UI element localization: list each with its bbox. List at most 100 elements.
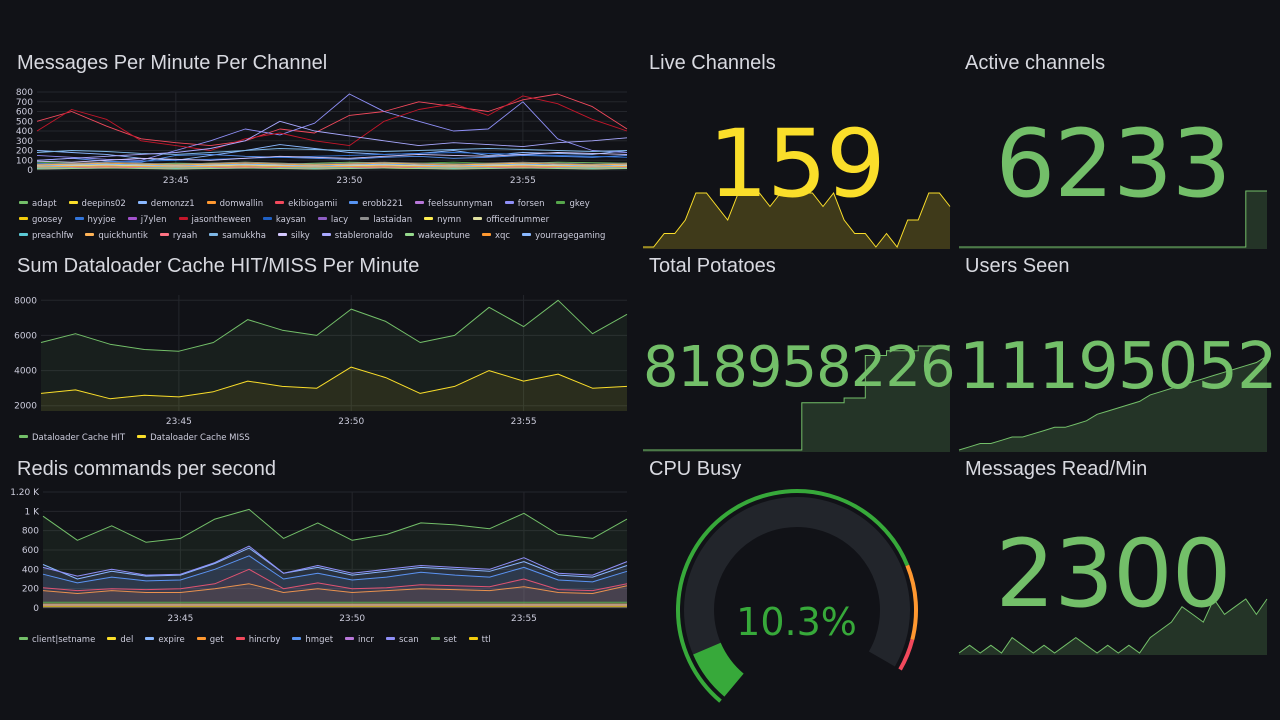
panel-title[interactable]: Live Channels [649, 52, 776, 74]
legend-item[interactable]: erobb221 [349, 196, 403, 212]
legend-label: del [120, 635, 134, 645]
series-line[interactable] [42, 545, 628, 577]
panel-title[interactable]: Messages Read/Min [965, 458, 1148, 480]
legend-item[interactable]: incr [345, 632, 374, 648]
legend-item[interactable]: ekibiogamii [275, 196, 337, 212]
legend-label: nymn [437, 215, 462, 225]
legend-item[interactable]: gkey [556, 196, 590, 212]
messages-read-sparkline [958, 597, 1268, 655]
legend-item[interactable]: domwallin [206, 196, 263, 212]
series-line[interactable] [36, 161, 628, 165]
panel-title[interactable]: CPU Busy [649, 458, 742, 480]
legend-item[interactable]: get [196, 632, 224, 648]
legend-item[interactable]: officedrummer [473, 212, 549, 228]
y-tick-label: 500 [16, 117, 33, 127]
legend-swatch [556, 201, 566, 204]
series-line[interactable] [36, 153, 628, 163]
legend-item[interactable]: adapt [19, 196, 57, 212]
messages-read-panel: Messages Read/Min 2300 [958, 458, 1268, 655]
legend-swatch [262, 217, 272, 220]
legend-swatch [468, 637, 478, 640]
series-line[interactable] [36, 152, 628, 165]
legend-item[interactable]: yourragegaming [522, 228, 605, 244]
series-line[interactable] [42, 555, 628, 584]
legend-swatch [522, 233, 532, 236]
legend-swatch [19, 217, 28, 220]
y-tick-label: 700 [16, 98, 33, 108]
legend-item[interactable]: lacy [317, 212, 348, 228]
legend-item[interactable]: wakeuptune [404, 228, 470, 244]
legend-item[interactable]: goosey [19, 212, 63, 228]
legend-item[interactable]: j7ylen [127, 212, 167, 228]
legend-label: kaysan [275, 215, 306, 225]
series-line[interactable] [42, 583, 628, 594]
legend-item[interactable]: xqc [481, 228, 511, 244]
legend-label: xqc [494, 231, 511, 241]
series-line[interactable] [40, 299, 628, 352]
series-line[interactable] [36, 163, 628, 167]
series-line[interactable] [40, 366, 628, 400]
legend-item[interactable]: demonzz1 [137, 196, 195, 212]
legend-item[interactable]: silky [277, 228, 310, 244]
legend-item[interactable]: deepins02 [68, 196, 126, 212]
series-line[interactable] [42, 568, 628, 592]
series-line[interactable] [36, 152, 628, 163]
series-line[interactable] [36, 165, 628, 168]
series-line[interactable] [36, 162, 628, 166]
users-seen-sparkline [958, 355, 1268, 452]
series-line[interactable] [36, 148, 628, 155]
series-line[interactable] [42, 547, 628, 580]
panel-title[interactable]: Users Seen [965, 255, 1070, 277]
panel-title[interactable]: Sum Dataloader Cache HIT/MISS Per Minute [17, 255, 420, 277]
legend-label: gkey [569, 199, 590, 209]
legend-swatch [275, 201, 285, 204]
legend-item[interactable]: forsen [504, 196, 544, 212]
panel-title[interactable]: Total Potatoes [649, 255, 776, 277]
legend-swatch [321, 233, 331, 236]
series-line[interactable] [36, 93, 628, 161]
legend-item[interactable]: scan [385, 632, 419, 648]
legend-item[interactable]: ttl [468, 632, 491, 648]
legend-item[interactable]: Dataloader Cache HIT [19, 430, 125, 446]
legend-item[interactable]: preachlfw [19, 228, 73, 244]
legend-item[interactable]: hyyjoe [74, 212, 116, 228]
legend-item[interactable]: nymn [424, 212, 461, 228]
series-area [41, 367, 627, 411]
legend-item[interactable]: set [430, 632, 457, 648]
legend-item[interactable]: lastaidan [360, 212, 412, 228]
sparkline-line [958, 597, 1268, 654]
series-line[interactable] [36, 144, 628, 161]
panel-title[interactable]: Active channels [965, 52, 1106, 74]
legend-item[interactable]: expire [145, 632, 185, 648]
y-tick-label: 600 [16, 108, 33, 118]
series-line[interactable] [36, 95, 628, 151]
y-tick-label: 400 [16, 127, 33, 137]
y-tick-label: 0 [27, 166, 33, 176]
legend-item[interactable]: del [107, 632, 133, 648]
panel-title[interactable]: Messages Per Minute Per Channel [17, 52, 328, 74]
messages-legend: adapt deepins02 demonzz1 domwallin ekibiogam… [19, 196, 619, 244]
legend-item[interactable]: stableronaldo [321, 228, 393, 244]
series-line[interactable] [42, 508, 628, 543]
dataloader-chart[interactable]: 2000 4000 6000 8000 23:45 23:50 23:55 [14, 291, 629, 431]
legend-item[interactable]: samukkha [209, 228, 266, 244]
legend-item[interactable]: Dataloader Cache MISS [137, 430, 250, 446]
legend-item[interactable]: jasontheween [178, 212, 251, 228]
legend-item[interactable]: kaysan [262, 212, 306, 228]
legend-item[interactable]: client|setname [19, 632, 95, 648]
legend-item[interactable]: ryaah [159, 228, 197, 244]
legend-item[interactable]: feelssunnyman [415, 196, 493, 212]
redis-chart[interactable]: 0 200 400 600 800 1 K 1.20 K 23:45 23:50 23:55 [10, 488, 629, 628]
panel-title[interactable]: Redis commands per second [17, 458, 277, 480]
legend-swatch [345, 637, 355, 640]
series-line[interactable] [36, 167, 628, 170]
live-channels-sparkline [643, 192, 951, 249]
series-line[interactable] [36, 93, 628, 147]
gauge-threshold-orange [905, 564, 918, 641]
legend-item[interactable]: hmget [292, 632, 333, 648]
series-line[interactable] [36, 120, 628, 161]
legend-item[interactable]: hincrby [235, 632, 280, 648]
cpu-gauge [676, 489, 918, 703]
legend-item[interactable]: quickhuntik [85, 228, 148, 244]
